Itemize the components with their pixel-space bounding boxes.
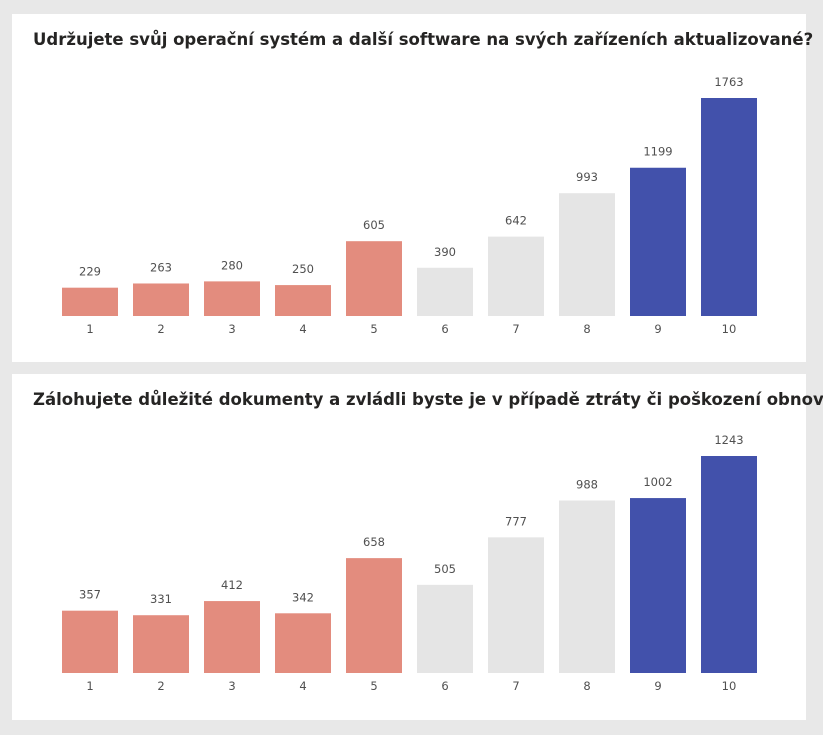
data-label-6: 390 — [434, 245, 456, 259]
bar-chart-system-updates: 229 1 263 2 280 3 250 4 605 5 390 6 642 7 993 8 1199 9 176… — [62, 75, 757, 336]
x-tick-label-3: 3 — [228, 322, 235, 336]
x-tick-label-5: 5 — [370, 322, 377, 336]
bar-8[interactable] — [559, 500, 615, 673]
data-label-2: 263 — [150, 260, 172, 274]
x-tick-label-3: 3 — [228, 679, 235, 693]
data-label-4: 250 — [292, 262, 314, 276]
x-tick-label-9: 9 — [654, 322, 661, 336]
x-tick-label-1: 1 — [86, 679, 93, 693]
bar-1[interactable] — [62, 287, 118, 316]
bar-4[interactable] — [275, 613, 331, 673]
data-label-10: 1243 — [714, 433, 743, 447]
bar-8[interactable] — [559, 193, 615, 316]
bar-1[interactable] — [62, 610, 118, 673]
x-tick-label-10: 10 — [722, 322, 737, 336]
data-label-1: 357 — [79, 588, 101, 602]
x-tick-label-7: 7 — [512, 679, 519, 693]
data-label-10: 1763 — [714, 75, 743, 89]
data-label-7: 777 — [505, 514, 527, 528]
bar-10[interactable] — [701, 456, 757, 673]
x-tick-label-2: 2 — [157, 322, 164, 336]
x-tick-label-6: 6 — [441, 322, 448, 336]
bar-9[interactable] — [630, 498, 686, 673]
bar-6[interactable] — [417, 584, 473, 673]
data-label-9: 1199 — [643, 145, 672, 159]
data-label-9: 1002 — [643, 475, 672, 489]
bar-chart-backups: 3571331241233424658550567777988810029124… — [62, 433, 757, 693]
chart-title: Zálohujete důležité dokumenty a zvládli … — [33, 390, 823, 409]
x-tick-label-8: 8 — [583, 322, 590, 336]
bar-10[interactable] — [701, 98, 757, 316]
x-tick-label-9: 9 — [654, 679, 661, 693]
bar-6[interactable] — [417, 267, 473, 316]
chart-panel-backups: Zálohujete důležité dokumenty a zvládli … — [12, 374, 823, 720]
bar-9[interactable] — [630, 167, 686, 316]
bar-2[interactable] — [133, 615, 189, 673]
bar-2[interactable] — [133, 283, 189, 316]
chart-panel-system-updates: Udržujete svůj operační systém a další s… — [12, 14, 813, 362]
x-tick-label-4: 4 — [299, 322, 306, 336]
x-tick-label-7: 7 — [512, 322, 519, 336]
data-label-8: 988 — [576, 478, 598, 492]
data-label-3: 412 — [221, 578, 243, 592]
data-label-7: 642 — [505, 214, 527, 228]
data-label-4: 342 — [292, 590, 314, 604]
bar-5[interactable] — [346, 558, 402, 673]
x-tick-label-4: 4 — [299, 679, 306, 693]
bar-7[interactable] — [488, 236, 544, 316]
data-label-1: 229 — [79, 265, 101, 279]
x-tick-label-1: 1 — [86, 322, 93, 336]
x-tick-label-2: 2 — [157, 679, 164, 693]
bar-4[interactable] — [275, 285, 331, 316]
data-label-6: 505 — [434, 562, 456, 576]
data-label-3: 280 — [221, 258, 243, 272]
x-tick-label-6: 6 — [441, 679, 448, 693]
x-tick-label-8: 8 — [583, 679, 590, 693]
chart-title: Udržujete svůj operační systém a další s… — [33, 30, 814, 49]
bar-3[interactable] — [204, 281, 260, 316]
bar-5[interactable] — [346, 241, 402, 316]
bar-3[interactable] — [204, 601, 260, 673]
data-label-2: 331 — [150, 592, 172, 606]
bar-7[interactable] — [488, 537, 544, 673]
data-label-8: 993 — [576, 170, 598, 184]
data-label-5: 658 — [363, 535, 385, 549]
x-tick-label-5: 5 — [370, 679, 377, 693]
x-tick-label-10: 10 — [722, 679, 737, 693]
data-label-5: 605 — [363, 218, 385, 232]
